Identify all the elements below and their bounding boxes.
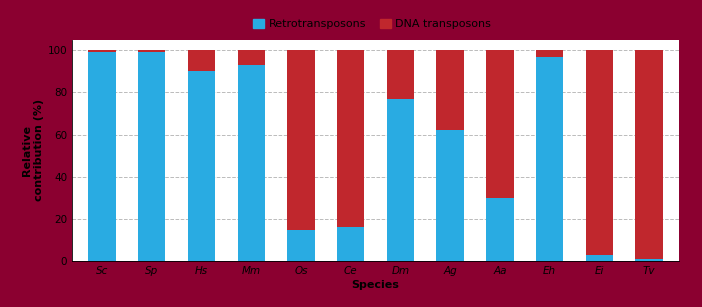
Bar bbox=[337, 50, 364, 227]
Legend: Retrotransposons, DNA transposons: Retrotransposons, DNA transposons bbox=[249, 15, 496, 34]
X-axis label: Species: Species bbox=[352, 280, 399, 290]
Bar bbox=[536, 56, 563, 261]
Bar bbox=[337, 227, 364, 261]
Bar bbox=[387, 99, 414, 261]
Bar bbox=[486, 198, 514, 261]
Bar bbox=[635, 50, 663, 259]
Bar bbox=[536, 50, 563, 56]
Bar bbox=[437, 50, 464, 130]
Bar bbox=[237, 65, 265, 261]
Bar bbox=[287, 230, 314, 261]
Bar bbox=[188, 71, 216, 261]
Y-axis label: Relative
contribution (%): Relative contribution (%) bbox=[22, 99, 44, 201]
Bar bbox=[138, 50, 166, 52]
Bar bbox=[88, 52, 116, 261]
Bar bbox=[635, 259, 663, 261]
Bar bbox=[585, 255, 613, 261]
Bar bbox=[138, 52, 166, 261]
Bar bbox=[237, 50, 265, 65]
Bar bbox=[387, 50, 414, 99]
Bar bbox=[585, 50, 613, 255]
Bar bbox=[437, 130, 464, 261]
Bar bbox=[486, 50, 514, 198]
Bar bbox=[88, 50, 116, 52]
Bar bbox=[287, 50, 314, 230]
Bar bbox=[188, 50, 216, 71]
